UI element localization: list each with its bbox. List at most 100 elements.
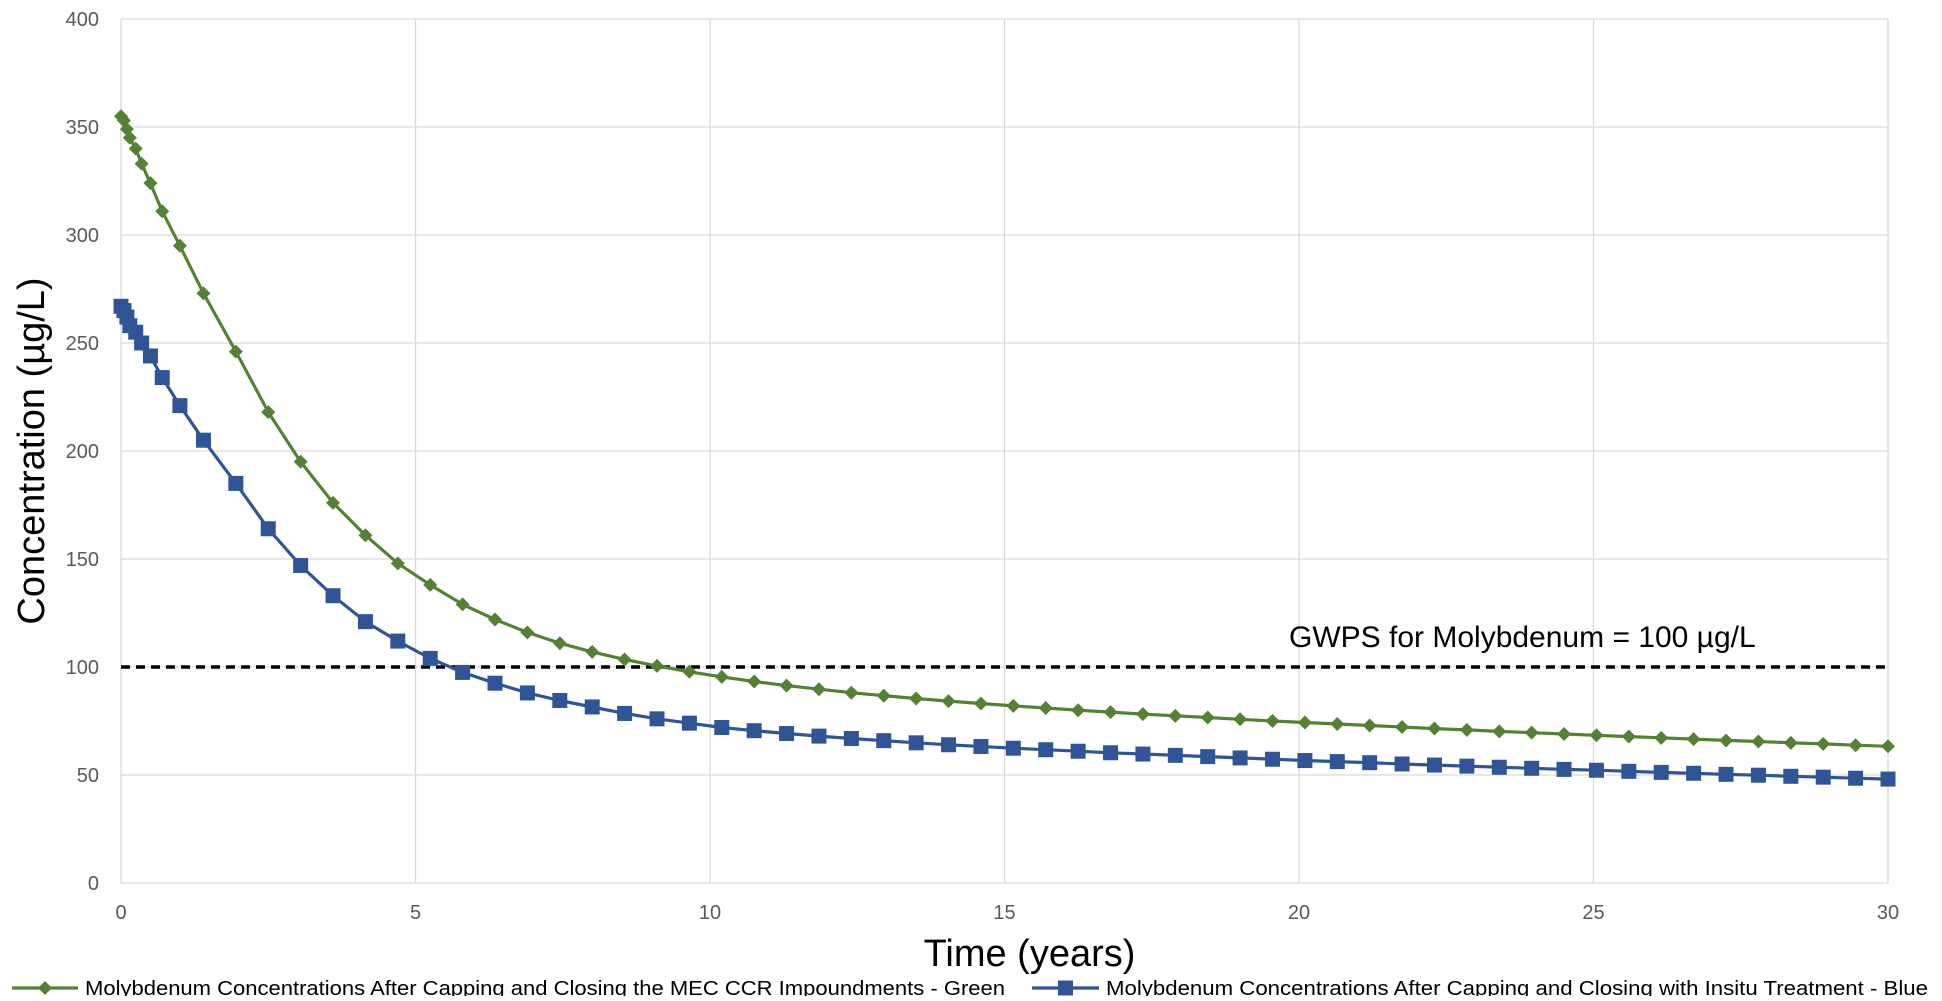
data-point-square <box>1815 769 1831 785</box>
data-point-diamond <box>488 612 503 627</box>
data-point-diamond <box>116 113 131 128</box>
data-point-square <box>1426 757 1442 773</box>
data-point-square <box>941 737 957 753</box>
data-point-square <box>1686 765 1702 781</box>
legend-item-blue: Molybdenum Concentrations After Capping … <box>1032 978 1928 1000</box>
data-point-diamond <box>1783 735 1798 750</box>
gwps-annotation: GWPS for Molybdenum = 100 µg/L <box>1289 621 1756 654</box>
y-tick-label: 150 <box>66 549 99 571</box>
data-point-square <box>552 692 568 708</box>
data-point-square <box>1232 750 1248 766</box>
x-tick-label: 30 <box>1877 902 1899 924</box>
data-point-square <box>455 664 471 680</box>
data-point-square <box>1394 756 1410 772</box>
data-point-square <box>714 719 730 735</box>
data-point-square <box>876 733 892 749</box>
data-point-diamond <box>172 238 187 253</box>
data-point-diamond <box>552 636 567 651</box>
x-tick-label: 0 <box>115 902 126 924</box>
data-point-diamond <box>390 556 405 571</box>
data-point-diamond <box>1524 725 1539 740</box>
data-point-diamond <box>423 577 438 592</box>
data-point-diamond <box>779 678 794 693</box>
y-tick-label: 250 <box>66 333 99 355</box>
data-point-diamond <box>1071 703 1086 718</box>
legend-diamond-marker <box>38 981 52 995</box>
data-point-square <box>1524 760 1540 776</box>
data-point-diamond <box>1848 738 1863 753</box>
y-tick-label: 100 <box>66 657 99 679</box>
x-axis-title: Time (years) <box>924 933 1136 975</box>
data-point-square <box>811 728 827 744</box>
data-point-square <box>142 348 158 364</box>
data-point-square <box>422 650 438 666</box>
data-point-square <box>779 726 795 742</box>
data-point-square <box>1718 766 1734 782</box>
data-point-diamond <box>143 176 158 191</box>
data-point-diamond <box>1589 728 1604 743</box>
data-point-square <box>1135 746 1151 762</box>
data-point-diamond <box>1233 712 1248 727</box>
data-point-diamond <box>1621 729 1636 744</box>
data-point-square <box>1070 743 1086 759</box>
data-point-square <box>1329 754 1345 770</box>
data-point-diamond <box>909 691 924 706</box>
series-green <box>114 109 1895 754</box>
data-point-square <box>908 735 924 751</box>
data-point-square <box>1103 745 1119 761</box>
data-point-square <box>357 614 373 630</box>
data-point-square <box>325 588 341 604</box>
tick-labels: 0 50 100 150 200 250 300 350 400 0 5 10 15 20 25 30 <box>66 9 1900 924</box>
data-point-diamond <box>1395 720 1410 735</box>
data-point-square <box>1621 763 1637 779</box>
data-point-square <box>1491 759 1507 775</box>
data-point-diamond <box>326 495 341 510</box>
data-point-square <box>154 370 170 386</box>
y-tick-label: 50 <box>77 765 99 787</box>
data-point-square <box>843 730 859 746</box>
data-point-square <box>1848 770 1864 786</box>
data-point-diamond <box>941 694 956 709</box>
data-point-diamond <box>844 685 859 700</box>
data-point-diamond <box>1297 715 1312 730</box>
data-point-square <box>1005 740 1021 756</box>
data-point-diamond <box>1330 717 1345 732</box>
data-point-diamond <box>617 652 632 667</box>
data-point-diamond <box>196 286 211 301</box>
data-point-square <box>973 738 989 754</box>
data-point-diamond <box>1492 724 1507 739</box>
legend-label-blue: Molybdenum Concentrations After Capping … <box>1106 978 1928 996</box>
data-point-diamond <box>1654 730 1669 745</box>
x-tick-label: 25 <box>1582 902 1604 924</box>
legend-item-green: Molybdenum Concentrations After Capping … <box>12 978 1005 1000</box>
data-point-diamond <box>134 156 149 171</box>
data-point-diamond <box>1427 721 1442 736</box>
data-point-square <box>584 699 600 715</box>
data-point-square <box>1167 747 1183 763</box>
data-point-square <box>1783 768 1799 784</box>
data-point-square <box>617 705 633 721</box>
data-point-diamond <box>1557 726 1572 741</box>
data-point-square <box>1653 764 1669 780</box>
data-point-square <box>1264 751 1280 767</box>
data-point-diamond <box>585 644 600 659</box>
data-point-square <box>195 432 211 448</box>
data-point-diamond <box>1816 736 1831 751</box>
y-tick-label: 0 <box>88 873 99 895</box>
data-point-square <box>172 398 188 414</box>
data-point-diamond <box>1686 732 1701 747</box>
legend: Molybdenum Concentrations After Capping … <box>12 978 1928 1000</box>
x-tick-label: 10 <box>699 902 721 924</box>
series-blue <box>113 298 1896 787</box>
data-point-square <box>487 675 503 691</box>
data-point-diamond <box>747 674 762 689</box>
y-axis-title: Concentration (µg/L) <box>11 277 53 624</box>
data-point-diamond <box>811 682 826 697</box>
data-point-diamond <box>261 405 276 420</box>
data-point-diamond <box>128 141 143 156</box>
y-tick-label: 300 <box>66 225 99 247</box>
data-point-square <box>649 711 665 727</box>
data-point-square <box>746 723 762 739</box>
